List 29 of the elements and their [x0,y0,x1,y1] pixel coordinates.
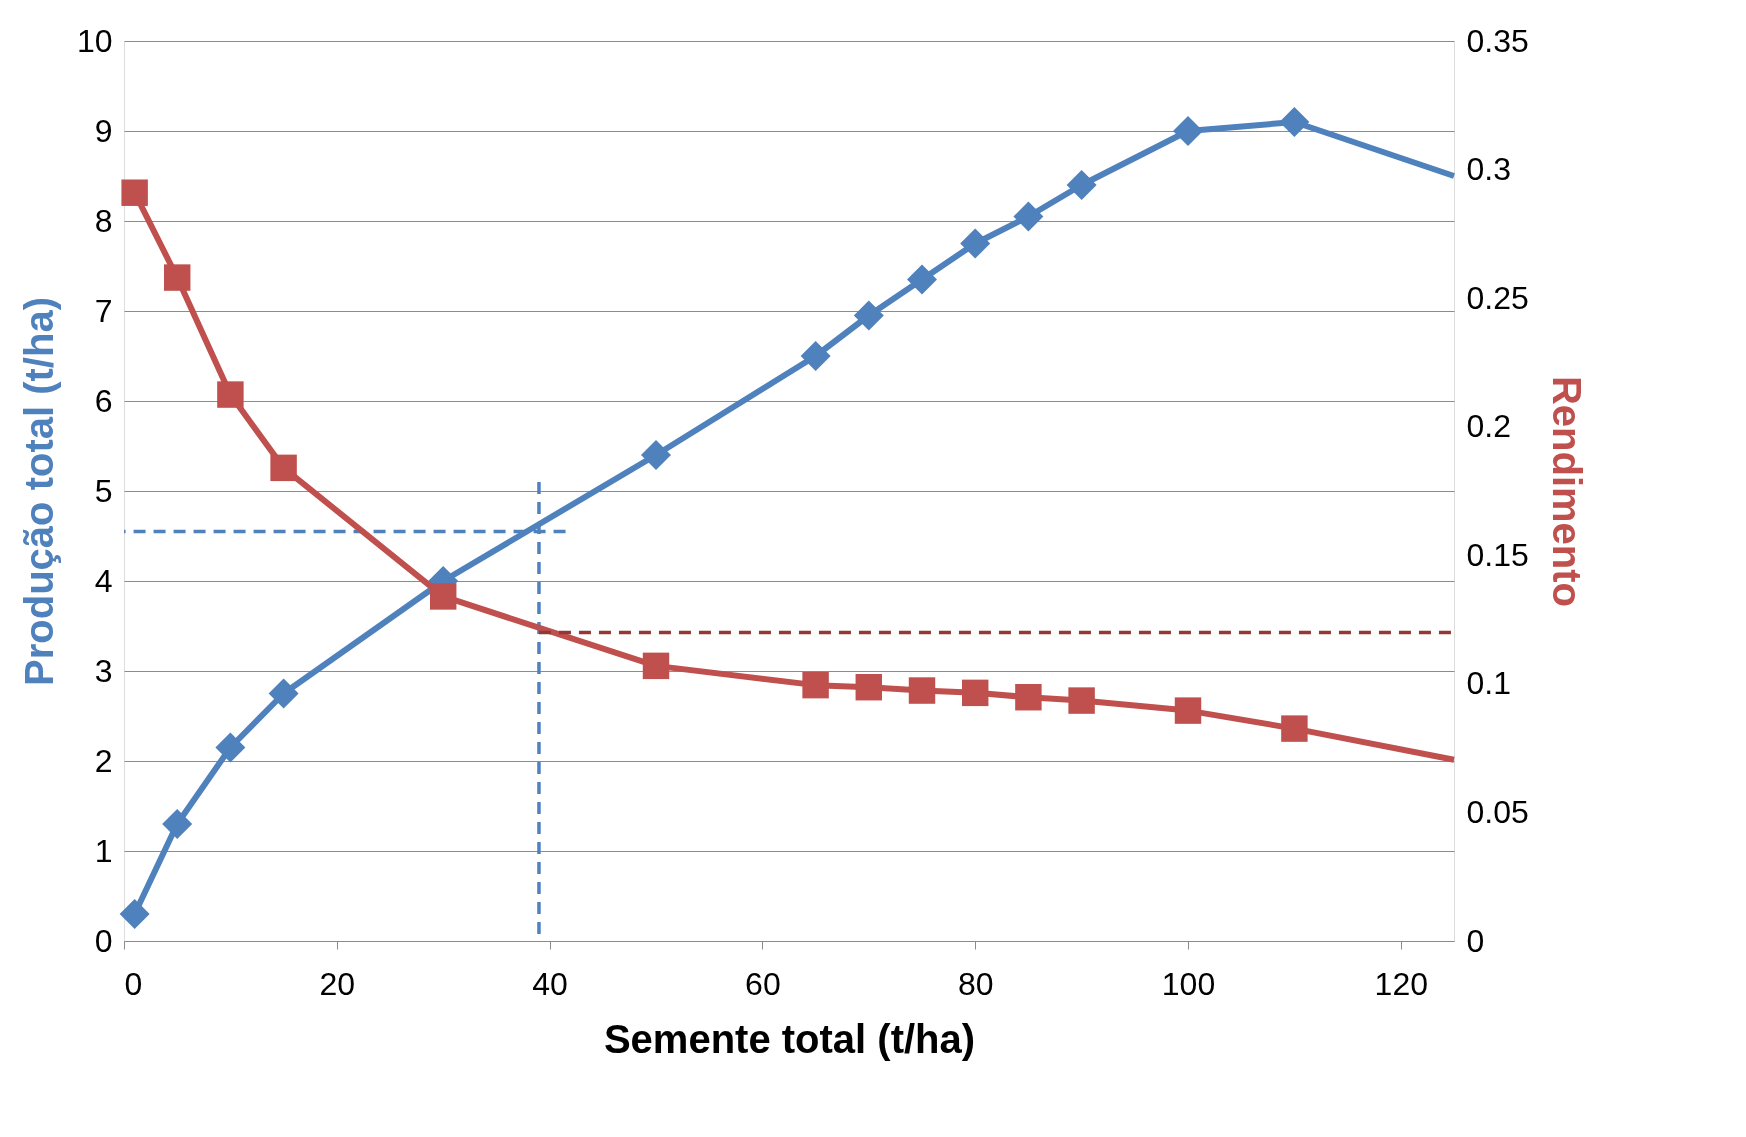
y2-tick-label: 0.15 [1466,536,1529,573]
y-tick-label: 8 [94,202,113,239]
y2-tick-label: 0.25 [1466,279,1529,316]
y2-tick-label: 0.35 [1466,22,1529,59]
y-tick-label: 1 [94,832,113,869]
x-tick-label: 40 [532,965,568,1002]
y2-axis-title: Rendimento [1544,375,1589,608]
x-tick-label: 0 [124,965,143,1002]
y-tick-label: 7 [94,292,113,329]
y2-tick-label: 0 [1466,922,1485,959]
y2-tick-label: 0.2 [1466,408,1511,445]
x-axis-title: Semente total (t/ha) [603,1016,976,1061]
x-tick-label: 100 [1161,965,1216,1002]
y-tick-label: 10 [76,22,113,59]
y-tick-label: 0 [94,922,113,959]
y-tick-label: 5 [94,472,113,509]
y-tick-label: 6 [94,382,113,419]
y-tick-label: 4 [94,562,113,599]
y2-tick-label: 0.3 [1466,151,1511,188]
x-tick-label: 120 [1374,965,1428,1002]
x-tick-label: 60 [745,965,781,1002]
y-tick-label: 3 [94,652,113,689]
y-axis-title: Produção total (t/ha) [16,297,61,686]
y2-tick-label: 0.05 [1466,793,1529,830]
y-tick-label: 9 [94,112,113,149]
y-tick-label: 2 [94,742,113,779]
x-tick-label: 20 [319,965,356,1002]
x-tick-label: 80 [957,965,994,1002]
y2-tick-label: 0.1 [1466,665,1511,702]
